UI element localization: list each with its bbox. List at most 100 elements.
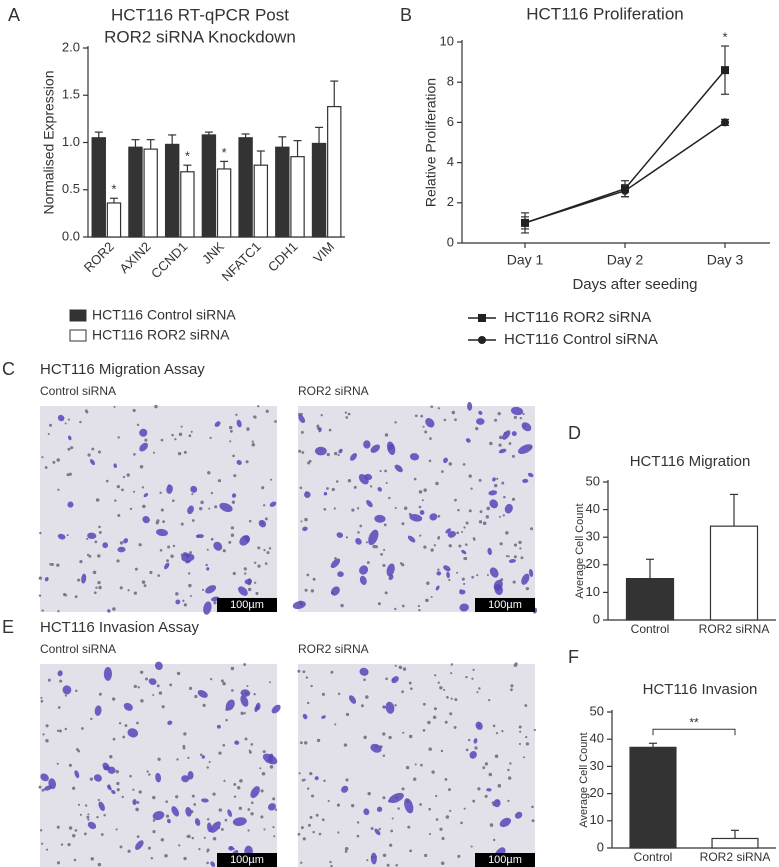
pore — [316, 738, 321, 743]
pore — [328, 428, 332, 432]
x-tick-label: ROR2 siRNA — [700, 850, 771, 864]
pore — [116, 781, 120, 786]
pore — [337, 454, 340, 457]
pore — [409, 849, 413, 853]
cell — [321, 715, 326, 719]
x-tick-label: Control — [631, 622, 670, 636]
significance-label: ** — [689, 715, 699, 729]
pore — [457, 854, 461, 858]
pore — [435, 481, 439, 486]
pore — [233, 782, 237, 786]
pore — [439, 686, 443, 690]
pore — [136, 423, 140, 427]
pore — [399, 562, 403, 565]
panel-label: A — [8, 5, 20, 25]
bar — [216, 168, 232, 238]
pore — [533, 728, 536, 732]
cell — [298, 414, 306, 424]
pore — [331, 487, 335, 492]
cell — [48, 778, 57, 790]
pore — [318, 832, 322, 836]
pore — [70, 446, 74, 450]
pore — [150, 857, 154, 860]
pore — [497, 784, 502, 788]
pore — [126, 473, 130, 477]
pore — [122, 475, 126, 479]
pore — [443, 688, 446, 691]
pore — [44, 466, 48, 469]
cell — [227, 809, 233, 817]
pore — [220, 679, 224, 683]
pore — [230, 526, 235, 530]
pore — [503, 495, 506, 499]
cell — [314, 776, 319, 781]
cell — [183, 552, 190, 558]
pore — [170, 554, 174, 558]
pore — [232, 454, 235, 458]
pore — [136, 835, 140, 838]
pore — [114, 499, 117, 502]
pore — [191, 836, 194, 840]
cell — [443, 565, 451, 572]
pore — [157, 757, 161, 761]
pore — [304, 588, 308, 592]
scale-label: 100µm — [488, 599, 522, 611]
pore — [145, 677, 149, 681]
pore — [372, 544, 376, 549]
pore — [380, 553, 383, 556]
pore — [484, 762, 489, 766]
cell — [465, 438, 471, 443]
cell — [205, 585, 217, 594]
cell — [443, 457, 448, 464]
cell — [355, 538, 362, 545]
pore — [437, 535, 440, 538]
pore — [73, 858, 77, 862]
pore — [72, 786, 76, 790]
pore — [334, 556, 337, 560]
pore — [524, 704, 528, 707]
pore — [323, 507, 327, 511]
pore — [129, 507, 133, 511]
legend-label: HCT116 ROR2 siRNA — [92, 327, 230, 343]
pore — [510, 684, 514, 688]
y-tick-label: 0 — [593, 611, 600, 626]
pore — [79, 813, 82, 816]
pore — [81, 727, 84, 730]
pore — [142, 504, 146, 509]
pore — [67, 418, 70, 421]
pore — [472, 537, 476, 540]
pore — [450, 697, 453, 700]
pore — [97, 450, 101, 454]
pore — [140, 670, 144, 674]
pore — [326, 487, 329, 490]
pore — [497, 411, 501, 416]
cell — [368, 529, 379, 546]
pore — [433, 544, 437, 547]
pore — [465, 675, 468, 679]
cell — [207, 822, 212, 833]
pore — [356, 821, 360, 824]
pore — [448, 578, 451, 582]
pore — [420, 763, 423, 767]
cell — [155, 772, 162, 783]
cell — [478, 410, 483, 415]
pore — [486, 506, 491, 511]
pore — [175, 795, 179, 799]
cell — [446, 571, 450, 579]
pore — [343, 743, 348, 747]
scale-bar — [217, 853, 277, 867]
pore — [45, 739, 49, 743]
pore — [382, 732, 386, 736]
pore — [64, 694, 67, 697]
cell — [236, 419, 242, 428]
pore — [194, 694, 198, 699]
pore — [474, 746, 478, 750]
y-tick-label: 50 — [590, 703, 604, 718]
pore — [347, 479, 352, 483]
pore — [228, 425, 233, 430]
pore — [463, 556, 468, 561]
pore — [95, 586, 98, 589]
pore — [190, 430, 193, 433]
x-tick-label: Control — [634, 850, 673, 864]
pore — [182, 599, 185, 602]
